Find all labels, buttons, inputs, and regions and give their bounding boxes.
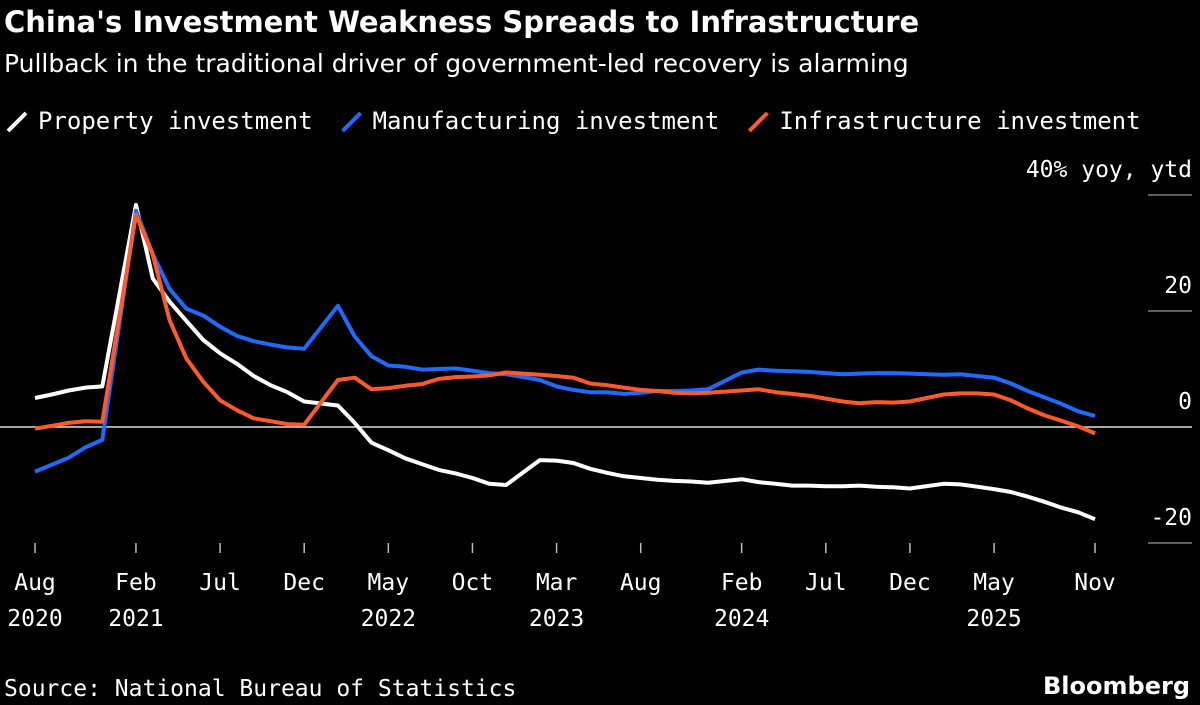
series-line — [34, 208, 1096, 474]
x-tick-label: Jul — [805, 570, 847, 596]
y-tick-label: 20 — [1164, 273, 1192, 299]
y-tick-label: 0 — [1178, 389, 1192, 415]
series-line — [34, 212, 1096, 436]
legend-swatch — [341, 111, 362, 133]
legend-label: Manufacturing investment — [373, 107, 720, 135]
x-tick-label: Oct — [452, 570, 494, 596]
y-tick-label: 40% yoy, ytd — [1026, 157, 1192, 183]
x-tick-label: May 2025 — [966, 570, 1021, 632]
legend-label: Infrastructure investment — [779, 107, 1140, 135]
x-tick-label: Aug 2020 — [7, 570, 62, 632]
legend-swatch — [747, 111, 769, 133]
x-tick-label: Dec — [283, 570, 325, 596]
chart-title: China's Investment Weakness Spreads to I… — [4, 5, 919, 39]
x-tick-label: May 2022 — [361, 570, 416, 632]
legend-label: Property investment — [38, 107, 313, 135]
series-line — [34, 202, 1096, 522]
x-tick-label: Feb 2024 — [714, 570, 769, 632]
y-tick-label: -20 — [1150, 505, 1192, 531]
x-tick-label: Jul — [199, 570, 241, 596]
x-tick-label: Dec — [889, 570, 931, 596]
x-tick-label: Mar 2023 — [529, 570, 584, 632]
legend-swatch — [6, 111, 28, 133]
x-tick-label: Aug — [620, 570, 662, 596]
x-tick-label: Feb 2021 — [108, 570, 163, 632]
brand: Bloomberg — [1043, 672, 1190, 700]
chart-subtitle: Pullback in the traditional driver of go… — [4, 49, 909, 78]
x-tick-label: Nov — [1074, 570, 1116, 596]
source: Source: National Bureau of Statistics — [4, 676, 516, 702]
